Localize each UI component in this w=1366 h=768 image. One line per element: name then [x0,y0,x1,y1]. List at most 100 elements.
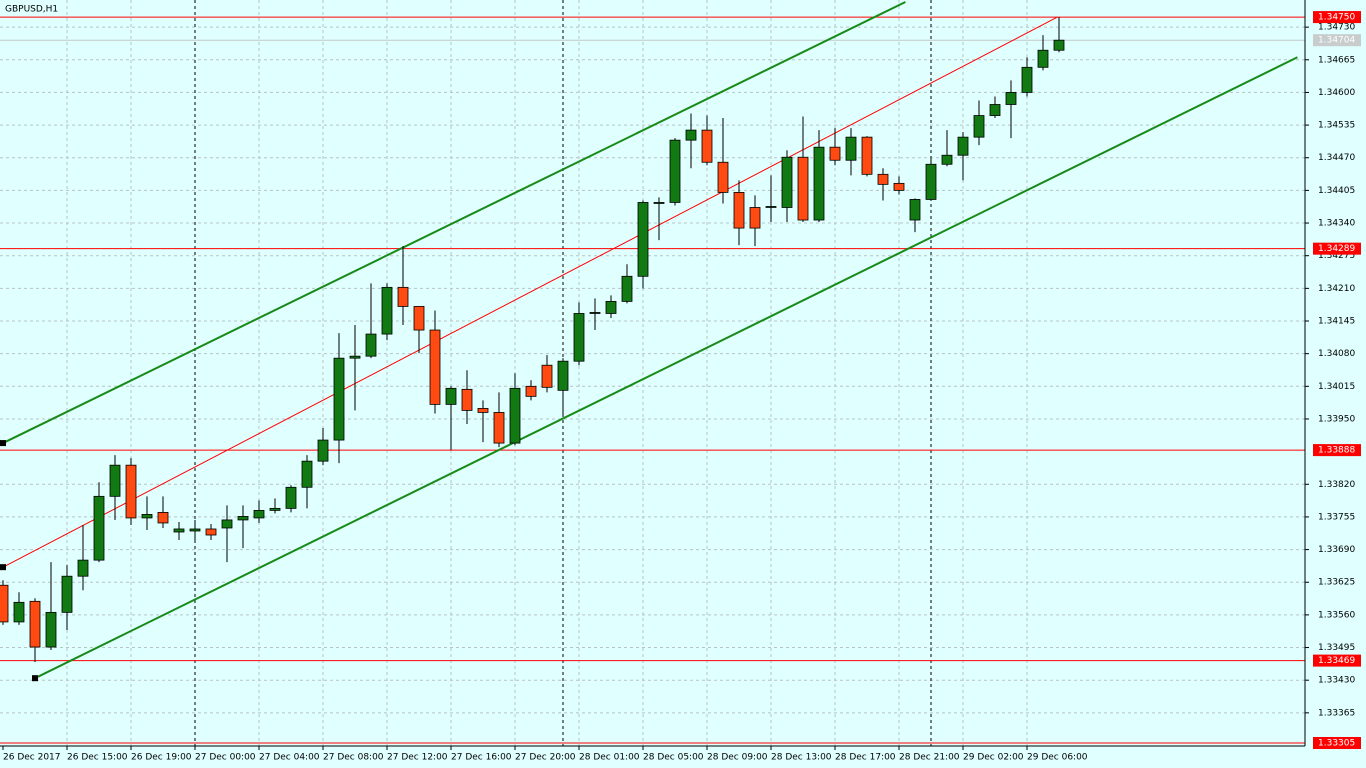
candle-body [445,387,457,405]
trend-line [2,1,906,444]
candle-body [957,136,969,156]
y-tick-label: 1.34340 [1318,219,1355,229]
y-tick-label: 1.33950 [1318,414,1355,424]
anchor-point [32,675,38,682]
candle-body [461,388,473,411]
x-tick-label: 28 Dec 01:00 [579,753,640,763]
candle-body [893,182,905,191]
candle-body [333,357,345,441]
candle-body [397,286,409,307]
level-label-bg [1313,654,1361,667]
candle-body [349,355,361,359]
x-tick-label: 27 Dec 04:00 [259,753,320,763]
x-tick-label: 29 Dec 02:00 [963,753,1024,763]
candle-body [621,275,633,302]
candle-body [45,611,57,648]
candle-body [13,601,25,623]
candle-body [717,161,729,193]
candle-body [413,306,425,331]
candle-body [173,528,185,533]
candle-body [285,486,297,509]
y-tick-label: 1.33495 [1318,643,1355,653]
x-tick-label: 27 Dec 12:00 [387,753,448,763]
candle-body [269,507,281,511]
x-tick-label: 28 Dec 13:00 [771,753,832,763]
level-label: 1.34750 [1318,13,1355,23]
candle-body [605,301,617,314]
candle-body [541,364,553,388]
y-tick-label: 1.33820 [1318,480,1355,490]
grid-layer [0,0,1305,746]
level-label: 1.33305 [1318,738,1355,748]
candle-body [493,412,505,444]
candle-body [685,129,697,141]
candle-body [253,509,265,519]
x-tick-label: 28 Dec 09:00 [707,753,768,763]
candle-body [189,528,201,532]
candle-body [93,495,105,561]
candle-body [733,192,745,229]
candle-body [941,154,953,165]
level-label-bg [1313,242,1361,255]
x-tick-label: 28 Dec 17:00 [835,753,896,763]
candle-body [797,156,809,221]
candle-body [317,439,329,462]
candle-body [141,514,153,519]
candle-body [365,333,377,357]
candle-body [925,163,937,200]
x-tick-label: 27 Dec 08:00 [323,753,384,763]
y-tick-label: 1.34145 [1318,317,1355,327]
y-tick-label: 1.34015 [1318,382,1355,392]
y-tick-label: 1.34600 [1318,88,1355,98]
candle-body [973,115,985,138]
candle-body [845,136,857,161]
trend-line [34,56,1298,680]
candle-body [29,600,41,648]
candle-body [1037,49,1049,68]
candle-body [0,584,9,623]
candle-body [781,156,793,208]
plot-area [0,1,1305,744]
candle-body [429,329,441,405]
candle-body [669,139,681,203]
y-tick-label: 1.33625 [1318,578,1355,588]
y-tick-label: 1.34470 [1318,153,1355,163]
level-label: 1.33888 [1318,446,1355,456]
candle-body [1005,92,1017,105]
level-label: 1.34289 [1318,244,1355,254]
y-tick-label: 1.34210 [1318,284,1355,294]
x-tick-label: 27 Dec 20:00 [515,753,576,763]
x-tick-label: 28 Dec 05:00 [643,753,704,763]
candle-body [1053,39,1065,51]
x-tick-label: 26 Dec 2017 [3,753,61,763]
candle-body [509,387,521,444]
candle-body [653,202,665,204]
candle-body [701,129,713,163]
candle-body [637,202,649,277]
level-label-bg [1313,444,1361,457]
y-tick-label: 1.34665 [1318,55,1355,65]
candle-body [477,408,489,413]
level-label: 1.33469 [1318,656,1355,666]
level-label-bg [1313,736,1361,749]
anchor-point [0,564,6,571]
chart-title: GBPUSD,H1 [5,5,58,15]
y-tick-label: 1.33560 [1318,610,1355,620]
bid-label-bg [1313,34,1361,47]
candle-body [221,519,233,529]
y-tick-label: 1.33365 [1318,708,1355,718]
y-tick-label: 1.33755 [1318,512,1355,522]
y-tick-label: 1.34080 [1318,349,1355,359]
candle-body [301,460,313,488]
candle-body [861,136,873,175]
x-tick-label: 29 Dec 06:00 [1027,753,1088,763]
trend-line [2,16,1058,568]
candle-body [205,528,217,536]
candle-body [877,173,889,185]
candle-body [125,464,137,519]
candle-body [909,199,921,221]
y-tick-label: 1.33690 [1318,545,1355,555]
